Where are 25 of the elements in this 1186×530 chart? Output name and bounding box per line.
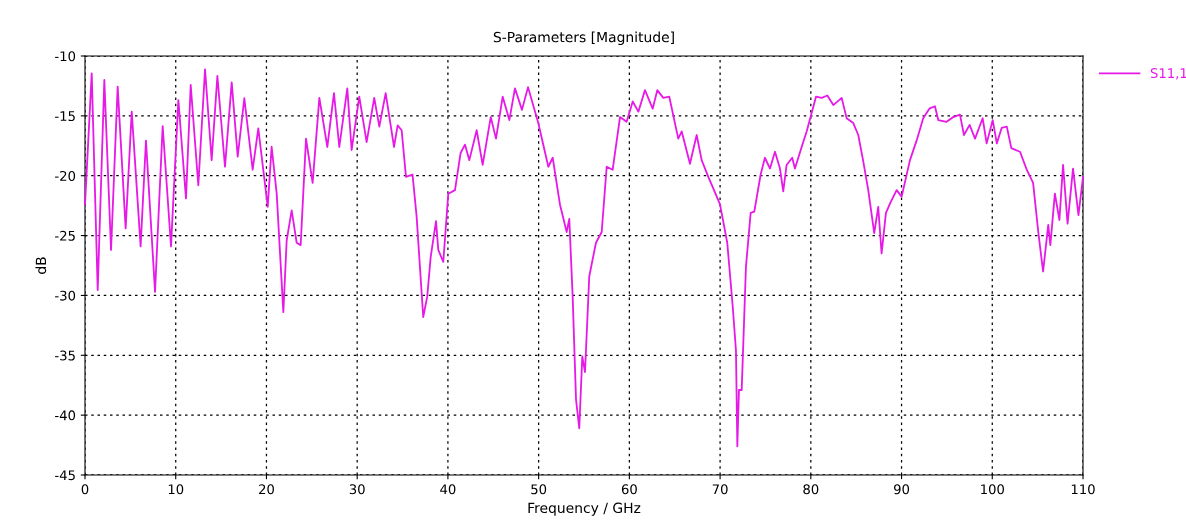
x-tick-label: 0 (81, 484, 89, 495)
x-tick-label: 20 (259, 484, 274, 495)
x-tick-label: 40 (440, 484, 456, 495)
y-tick-label: -45 (55, 470, 75, 481)
y-tick-label: -25 (55, 230, 75, 241)
x-tick-label: 90 (893, 484, 910, 495)
y-tick-label: -40 (55, 410, 76, 421)
x-tick-label: 80 (803, 484, 819, 495)
chart-title: S-Parameters [Magnitude] (493, 31, 674, 45)
x-axis-title: Frequency / GHz (528, 502, 641, 516)
x-tick-label: 10 (168, 484, 184, 495)
y-tick-label: -30 (55, 290, 76, 301)
y-tick-label: -10 (55, 51, 76, 62)
y-axis-title: dB (35, 257, 47, 274)
x-tick-label: 110 (1071, 484, 1095, 495)
x-tick-label: 30 (349, 484, 365, 495)
y-tick-label: -20 (55, 170, 76, 181)
x-tick-label: 50 (531, 484, 547, 495)
y-tick-label: -15 (55, 111, 75, 122)
x-tick-label: 70 (712, 484, 728, 495)
x-tick-label: 100 (981, 484, 1004, 495)
legend-label: S11,1 (1150, 68, 1186, 80)
y-tick-label: -35 (55, 350, 75, 361)
x-tick-label: 60 (621, 484, 637, 495)
line-series (84, 68, 1084, 448)
